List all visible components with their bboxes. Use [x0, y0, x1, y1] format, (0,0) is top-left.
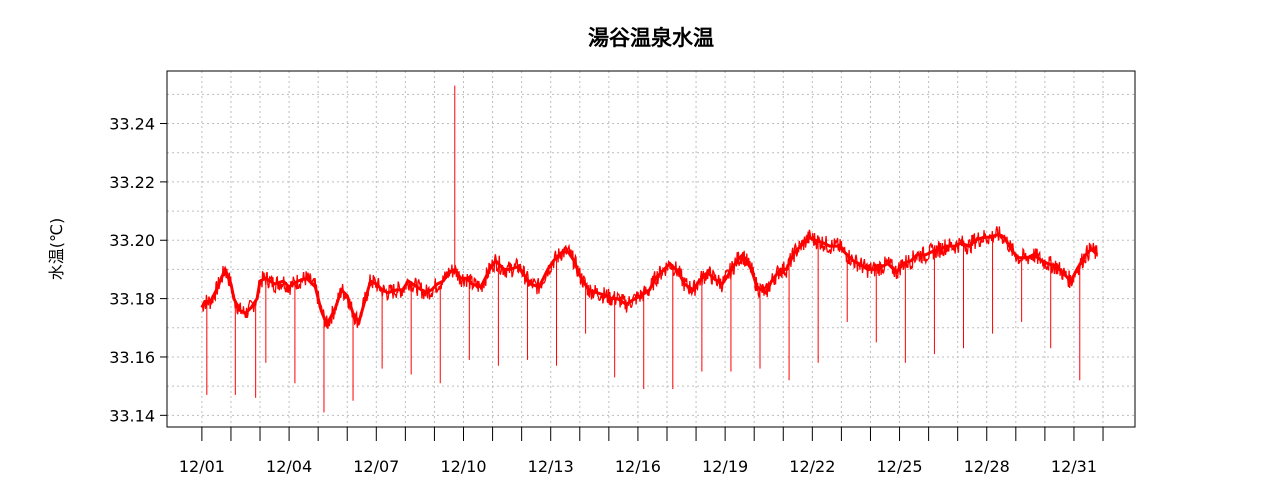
series-line — [200, 232, 1099, 329]
y-tick-label: 33.20 — [109, 231, 155, 250]
x-tick-label: 12/28 — [964, 457, 1010, 476]
series-layer — [200, 85, 1099, 413]
grid — [167, 71, 1135, 427]
x-tick-label: 12/13 — [528, 457, 574, 476]
chart-title: 湯谷温泉水温 — [588, 26, 714, 50]
series-noise-line — [201, 226, 1098, 329]
x-tick-label: 12/04 — [266, 457, 312, 476]
x-tick-label: 12/10 — [440, 457, 486, 476]
x-tick-label: 12/07 — [353, 457, 399, 476]
x-axis: 12/01 12/04 12/07 12/10 12/13 12/16 12/19 12/22… — [179, 427, 1104, 476]
x-tick-label: 12/22 — [789, 457, 835, 476]
y-axis: 33.14 33.16 33.18 33.20 33.22 33.24 — [109, 115, 167, 425]
x-tick-label: 12/01 — [179, 457, 225, 476]
x-tick-label: 12/25 — [876, 457, 922, 476]
y-tick-label: 33.18 — [109, 290, 155, 309]
y-tick-label: 33.24 — [109, 115, 155, 134]
x-tick-label: 12/31 — [1051, 457, 1097, 476]
plot-frame — [166, 70, 1136, 428]
y-tick-label: 33.14 — [109, 406, 155, 425]
series-0 — [200, 85, 1099, 413]
y-axis-label: 水温(℃) — [47, 218, 66, 280]
x-tick-label: 12/19 — [702, 457, 748, 476]
y-tick-label: 33.16 — [109, 348, 155, 367]
y-tick-label: 33.22 — [109, 173, 155, 192]
x-tick-label: 12/16 — [615, 457, 661, 476]
